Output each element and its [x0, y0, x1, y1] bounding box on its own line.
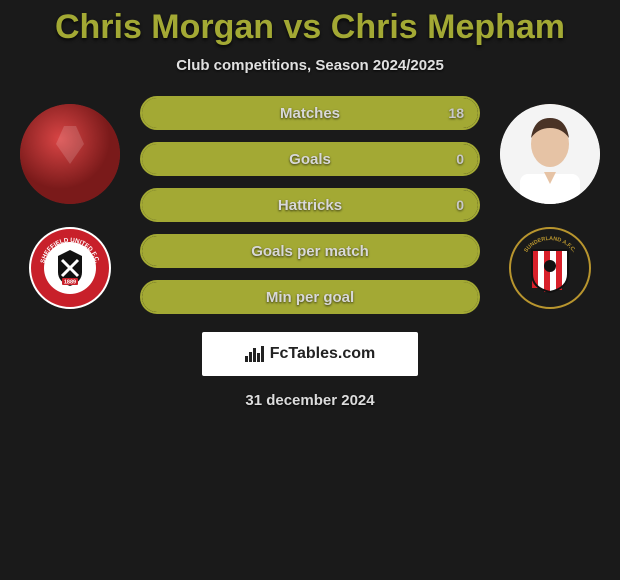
stat-value-right: 0	[442, 190, 478, 220]
stat-value-right: 0	[442, 144, 478, 174]
branding-text: FcTables.com	[270, 345, 376, 363]
club-left-badge: 1889 SHEFFIELD UNITED F.C.	[28, 226, 112, 310]
stat-value-right	[450, 282, 478, 312]
stat-label: Goals	[142, 144, 478, 174]
sunderland-badge-icon: SUNDERLAND A.F.C.	[508, 226, 592, 310]
comparison-card: Chris Morgan vs Chris Mepham Club compet…	[0, 0, 620, 580]
content-row: 1889 SHEFFIELD UNITED F.C. Matches18 Goal…	[0, 96, 620, 314]
left-column: 1889 SHEFFIELD UNITED F.C.	[18, 96, 122, 310]
bar-chart-icon	[245, 346, 264, 362]
branding-box[interactable]: FcTables.com	[202, 332, 418, 376]
player-right-avatar-icon	[500, 104, 600, 204]
stat-label: Hattricks	[142, 190, 478, 220]
stat-label: Min per goal	[142, 282, 478, 312]
club-right-badge: SUNDERLAND A.F.C.	[508, 226, 592, 310]
stat-value-right	[450, 236, 478, 266]
stat-row: Hattricks0	[140, 188, 480, 222]
stat-row: Matches18	[140, 96, 480, 130]
svg-text:1889: 1889	[64, 280, 76, 286]
player-left-avatar-icon	[20, 104, 120, 204]
stat-value-right: 18	[434, 98, 478, 128]
stats-column: Matches18Goals0Hattricks0Goals per match…	[140, 96, 480, 314]
sheffield-united-badge-icon: 1889 SHEFFIELD UNITED F.C.	[28, 226, 112, 310]
page-title: Chris Morgan vs Chris Mepham	[0, 8, 620, 47]
date-label: 31 december 2024	[0, 392, 620, 409]
stat-label: Goals per match	[142, 236, 478, 266]
player-left-avatar	[20, 104, 120, 204]
stat-row: Min per goal	[140, 280, 480, 314]
right-column: SUNDERLAND A.F.C.	[498, 96, 602, 310]
page-subtitle: Club competitions, Season 2024/2025	[0, 57, 620, 74]
stat-label: Matches	[142, 98, 478, 128]
stat-row: Goals per match	[140, 234, 480, 268]
player-right-avatar	[500, 104, 600, 204]
stat-row: Goals0	[140, 142, 480, 176]
